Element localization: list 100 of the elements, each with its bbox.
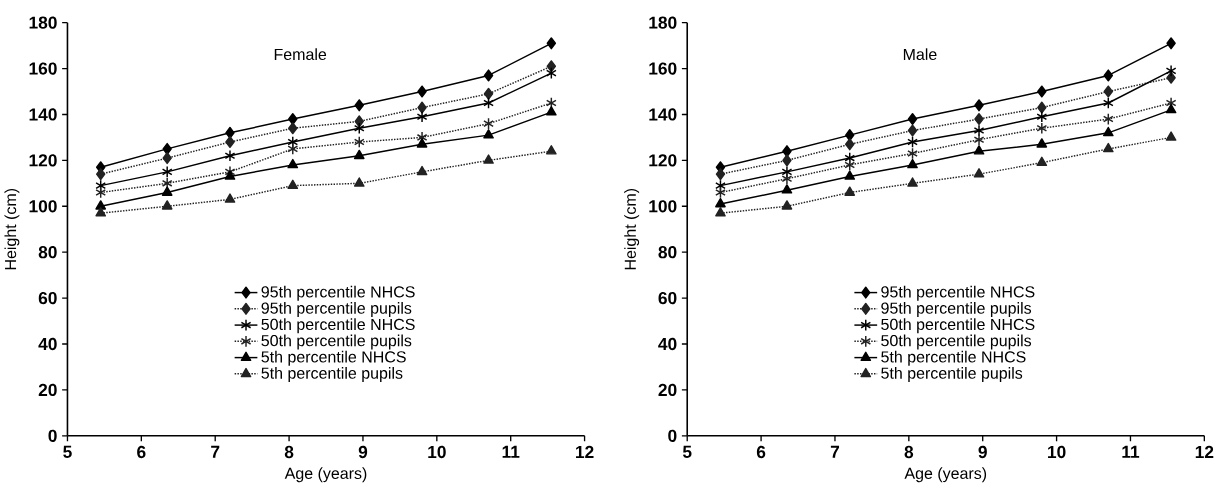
point xyxy=(1037,85,1047,98)
point xyxy=(546,60,557,73)
y-tick-label: 0 xyxy=(48,429,57,443)
point xyxy=(907,177,918,187)
point xyxy=(1102,97,1114,110)
point xyxy=(781,172,793,185)
point xyxy=(545,106,557,116)
x-tick-label: 11 xyxy=(502,445,520,458)
point xyxy=(483,69,494,82)
y-tick-label: 100 xyxy=(29,200,57,213)
point xyxy=(287,179,299,190)
legend-label: 5th percentile NHCS xyxy=(261,350,406,366)
point xyxy=(1102,126,1114,137)
x-axis-title: Age (years) xyxy=(904,467,987,483)
point xyxy=(973,145,985,155)
y-tick-label: 20 xyxy=(38,383,57,397)
point xyxy=(1036,156,1048,167)
point xyxy=(1165,64,1177,78)
legend-label: 95th percentile pupils xyxy=(881,302,1032,318)
point xyxy=(974,113,984,126)
point xyxy=(287,142,299,156)
point xyxy=(973,124,985,137)
point xyxy=(161,200,173,210)
x-tick-label: 8 xyxy=(284,445,294,459)
point xyxy=(353,136,365,149)
x-tick-label: 10 xyxy=(428,445,446,459)
point xyxy=(715,186,726,199)
legend-label: 5th percentile pupils xyxy=(881,367,1023,383)
point xyxy=(907,113,918,126)
point xyxy=(95,179,107,192)
legend-label: 50th percentile pupils xyxy=(881,334,1032,350)
point xyxy=(353,122,365,135)
point xyxy=(715,168,726,181)
x-tick-label: 10 xyxy=(1048,445,1066,459)
point xyxy=(161,165,173,179)
point xyxy=(354,99,364,112)
point xyxy=(224,149,236,162)
point xyxy=(483,117,494,130)
y-tick-label: 60 xyxy=(38,292,57,305)
point xyxy=(1165,103,1177,114)
point xyxy=(781,200,793,210)
x-tick-label: 7 xyxy=(211,445,220,458)
point xyxy=(715,179,726,192)
point xyxy=(161,186,173,197)
point xyxy=(907,136,918,149)
point xyxy=(225,126,235,139)
y-tick-label: 0 xyxy=(668,429,677,443)
y-tick-label: 140 xyxy=(649,108,677,121)
x-tick-label: 7 xyxy=(830,445,840,458)
legend-label: 95th percentile pupils xyxy=(261,302,412,318)
x-tick-label: 8 xyxy=(904,445,914,459)
y-tick-label: 180 xyxy=(649,16,677,29)
point xyxy=(416,110,428,123)
text: Female xyxy=(274,48,327,61)
y-tick-label: 180 xyxy=(29,16,57,29)
point xyxy=(715,207,726,217)
point xyxy=(417,85,427,98)
x-axis-title: Age (years) xyxy=(284,467,367,483)
legend-label: 5th percentile pupils xyxy=(261,367,403,383)
point xyxy=(1103,85,1114,98)
point xyxy=(95,168,106,181)
point xyxy=(1037,101,1047,114)
y-tick-label: 120 xyxy=(29,154,57,167)
point xyxy=(974,99,984,112)
point xyxy=(1036,110,1048,123)
point xyxy=(1165,131,1177,141)
x-tick-label: 5 xyxy=(63,445,72,459)
point xyxy=(546,37,557,50)
y-tick-label: 20 xyxy=(658,383,677,397)
x-tick-label: 9 xyxy=(978,445,987,459)
point xyxy=(224,170,236,180)
y-tick-label: 60 xyxy=(658,292,677,305)
y-tick-label: 100 xyxy=(649,200,677,213)
point xyxy=(353,177,365,187)
point xyxy=(844,170,856,180)
point xyxy=(1036,122,1048,135)
point xyxy=(907,124,918,137)
point xyxy=(907,147,918,160)
legend-label: 95th percentile NHCS xyxy=(881,285,1035,301)
point xyxy=(781,184,793,194)
point xyxy=(287,158,299,169)
point xyxy=(1166,37,1176,50)
y-tick-label: 160 xyxy=(649,62,677,75)
point xyxy=(416,138,428,148)
legend-label: 5th percentile NHCS xyxy=(881,350,1026,366)
point xyxy=(782,154,792,167)
x-tick-label: 12 xyxy=(1195,445,1214,459)
point xyxy=(1102,113,1114,126)
point xyxy=(1103,69,1114,82)
point xyxy=(162,152,172,165)
y-axis-title: Height (cm) xyxy=(624,189,640,270)
x-tick-label: 9 xyxy=(358,445,368,459)
point xyxy=(715,198,726,208)
x-tick-label: 6 xyxy=(756,445,766,459)
y-tick-label: 80 xyxy=(38,246,57,259)
x-tick-label: 12 xyxy=(576,445,594,459)
point xyxy=(354,115,364,128)
point xyxy=(483,87,494,100)
point xyxy=(907,158,918,169)
point xyxy=(844,186,856,197)
